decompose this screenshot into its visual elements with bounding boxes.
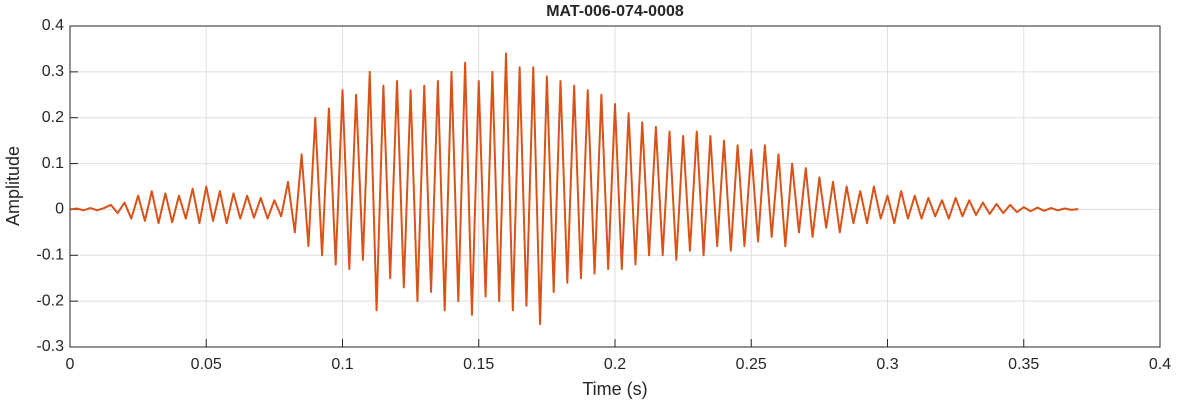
x-tick-label: 0.4: [1149, 356, 1171, 373]
x-tick-label: 0.3: [876, 356, 898, 373]
plot: [69, 52, 1079, 326]
y-tick-label: -0.1: [36, 247, 64, 264]
y-tick-label: 0.3: [42, 63, 64, 80]
y-tick-label: 0.1: [42, 155, 64, 172]
x-tick-label: 0.1: [331, 356, 353, 373]
y-tick-label: 0: [55, 201, 64, 218]
y-axis-label: Amplitude: [3, 146, 23, 226]
x-axis-label: Time (s): [582, 379, 647, 399]
y-tick-label: 0.4: [42, 17, 64, 34]
x-tick-label: 0.25: [736, 356, 767, 373]
x-tick-label: 0.15: [463, 356, 494, 373]
axes-box: [69, 25, 1161, 348]
grid: [69, 25, 1161, 348]
x-tick-label: 0.2: [604, 356, 626, 373]
y-tick-label: -0.2: [36, 292, 64, 309]
chart-title: MAT-006-074-0008: [546, 3, 684, 20]
waveform-line: [69, 52, 1079, 326]
x-tick-label: 0: [66, 356, 75, 373]
x-tick-label: 0.05: [191, 356, 222, 373]
y-tick-label: -0.3: [36, 338, 64, 355]
x-tick-label: 0.35: [1008, 356, 1039, 373]
y-tick-label: 0.2: [42, 109, 64, 126]
